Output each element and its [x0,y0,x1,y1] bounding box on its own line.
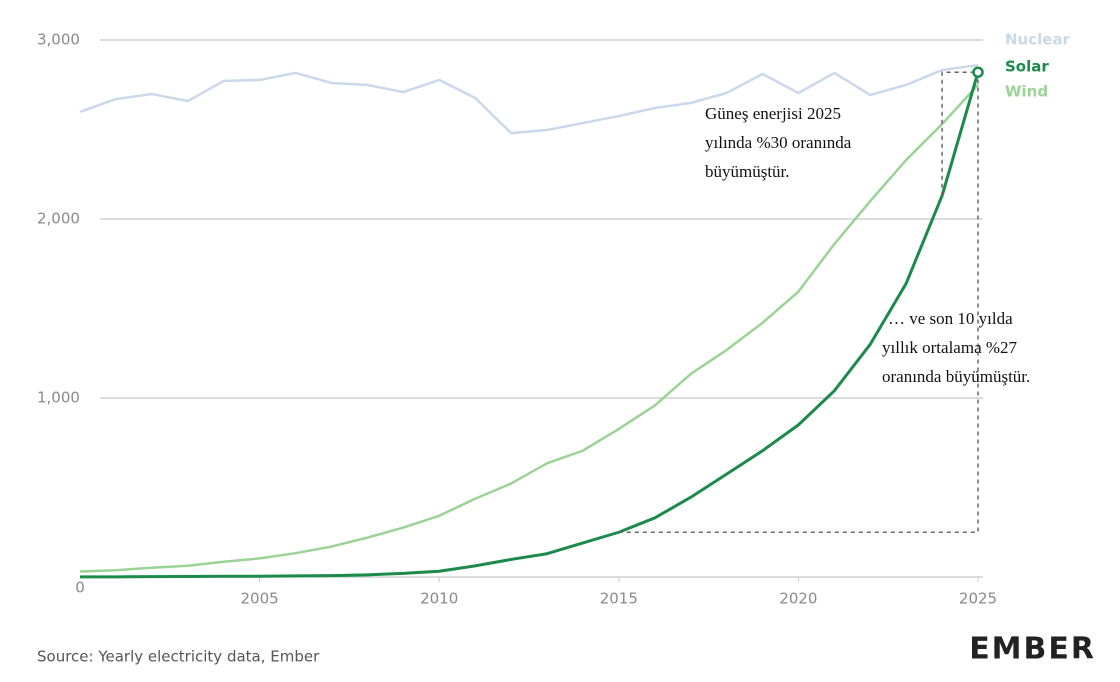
annotation: büyümüştür. [705,162,790,181]
annotation: Güneş enerjisi 2025 [705,104,841,123]
annotation: yılında %30 oranında [705,133,852,152]
source: Source: Yearly electricity data, Ember [37,648,320,666]
series-line [79,83,979,573]
legend-label: Nuclear [1005,31,1071,49]
x-tick-label: 2005 [241,590,279,608]
annotation: oranında büyümüştür. [882,367,1030,386]
logo: EMBER [969,632,1096,667]
x-tick-label: 2020 [779,590,817,608]
growth-bracket-1y [941,71,978,196]
legend-label: Wind [1005,83,1048,101]
y-tick-label: 1,000 [37,389,80,407]
legend-label: Solar [1005,58,1049,76]
y-tick-label: 0 [75,579,85,597]
growth-bracket-10y [618,72,979,533]
x-tick-label: 2025 [959,590,997,608]
x-tick-label: 2010 [420,590,458,608]
y-tick-label: 2,000 [37,210,80,228]
end-marker [972,66,984,78]
y-tick-label: 3,000 [37,31,80,49]
annotation: … ve son 10 yılda [888,309,1013,328]
series-line [79,63,979,135]
series-line [80,71,980,579]
x-tick-label: 2015 [600,590,638,608]
annotation: yıllık ortalama %27 [882,338,1018,357]
